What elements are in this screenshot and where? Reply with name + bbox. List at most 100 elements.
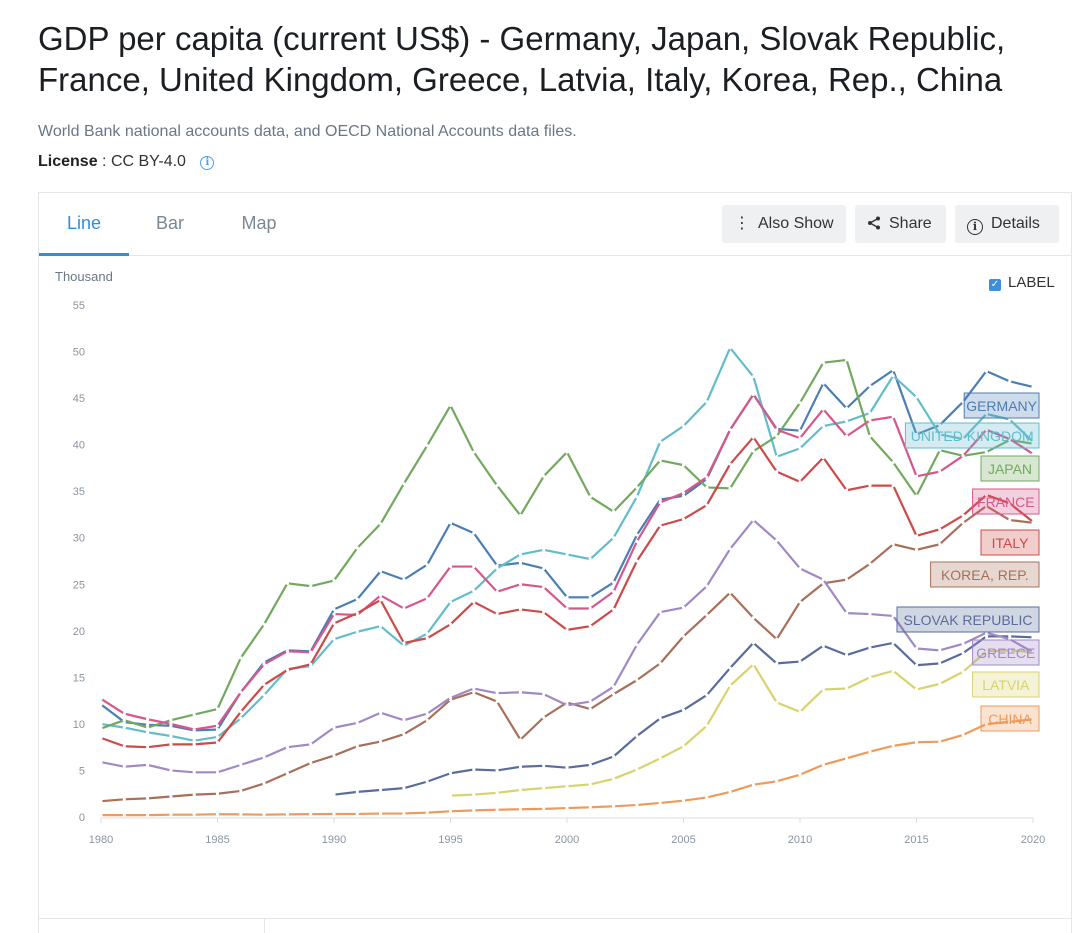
data-point[interactable] [542, 610, 546, 614]
data-point[interactable] [518, 765, 522, 769]
data-point[interactable] [332, 812, 336, 816]
data-point[interactable] [146, 723, 150, 727]
data-point[interactable] [612, 580, 616, 585]
data-point[interactable] [239, 690, 243, 694]
data-point[interactable] [914, 395, 919, 399]
data-point[interactable] [588, 699, 592, 704]
data-point[interactable] [728, 547, 732, 551]
data-point[interactable] [332, 612, 336, 616]
tab-line[interactable]: Line [39, 193, 129, 256]
data-point[interactable] [99, 726, 103, 731]
data-point[interactable] [146, 726, 150, 730]
data-point[interactable] [146, 717, 150, 721]
data-point[interactable] [705, 584, 709, 588]
data-point[interactable] [845, 358, 849, 362]
data-point[interactable] [146, 813, 150, 817]
data-point[interactable] [868, 483, 872, 488]
data-point[interactable] [309, 812, 313, 816]
data-point[interactable] [728, 666, 732, 670]
data-point[interactable] [565, 703, 569, 707]
data-point[interactable] [635, 539, 639, 544]
data-point[interactable] [448, 809, 453, 813]
data-point[interactable] [1031, 635, 1035, 639]
data-point[interactable] [495, 590, 499, 594]
data-point[interactable] [588, 606, 592, 611]
data-point[interactable] [588, 707, 592, 711]
data-point[interactable] [402, 732, 406, 736]
data-point[interactable] [681, 424, 686, 428]
data-point[interactable] [542, 807, 546, 811]
series-line[interactable] [100, 504, 1034, 803]
data-point[interactable] [285, 668, 289, 672]
data-point[interactable] [448, 771, 453, 775]
data-point[interactable] [402, 606, 406, 611]
data-point[interactable] [961, 642, 965, 646]
data-point[interactable] [775, 637, 779, 641]
data-point[interactable] [99, 799, 103, 803]
data-point[interactable] [355, 812, 359, 816]
data-point[interactable] [751, 662, 756, 666]
data-point[interactable] [751, 449, 756, 453]
details-button[interactable]: i Details [955, 205, 1059, 243]
data-point[interactable] [891, 542, 895, 546]
data-point[interactable] [658, 440, 662, 444]
data-point[interactable] [122, 765, 126, 769]
label-checkbox[interactable]: ✓ [989, 279, 1001, 291]
data-point[interactable] [751, 375, 756, 379]
data-point[interactable] [192, 793, 196, 797]
data-point[interactable] [565, 450, 569, 454]
data-point[interactable] [495, 566, 499, 571]
data-point[interactable] [402, 786, 406, 790]
data-point[interactable] [495, 768, 499, 773]
data-point[interactable] [542, 548, 546, 552]
data-point[interactable] [845, 611, 849, 615]
data-point[interactable] [821, 407, 825, 411]
data-point[interactable] [262, 813, 266, 817]
data-point[interactable] [425, 596, 429, 600]
data-point[interactable] [798, 659, 802, 664]
data-point[interactable] [821, 361, 825, 365]
data-point[interactable] [122, 712, 126, 716]
data-point[interactable] [612, 692, 616, 696]
data-point[interactable] [309, 662, 313, 666]
data-point[interactable] [565, 606, 569, 611]
data-point[interactable] [914, 548, 919, 552]
data-point[interactable] [542, 764, 546, 768]
data-point[interactable] [845, 434, 849, 438]
data-point[interactable] [472, 564, 476, 569]
data-point[interactable] [448, 403, 453, 408]
data-point[interactable] [472, 600, 476, 604]
data-point[interactable] [169, 718, 173, 722]
data-point[interactable] [705, 693, 709, 697]
data-point[interactable] [495, 612, 499, 616]
data-point[interactable] [1008, 437, 1012, 441]
data-point[interactable] [938, 740, 942, 744]
data-point[interactable] [122, 744, 126, 748]
data-point[interactable] [658, 801, 662, 805]
data-point[interactable] [798, 480, 802, 484]
data-point[interactable] [635, 643, 639, 647]
data-point[interactable] [192, 739, 196, 743]
data-point[interactable] [612, 754, 616, 759]
data-point[interactable] [542, 692, 546, 696]
data-point[interactable] [379, 593, 383, 598]
data-point[interactable] [262, 755, 266, 760]
data-point[interactable] [635, 678, 639, 682]
data-point[interactable] [355, 790, 359, 794]
data-point[interactable] [355, 611, 359, 615]
data-point[interactable] [192, 727, 196, 732]
data-point[interactable] [845, 578, 849, 582]
data-point[interactable] [1031, 385, 1035, 389]
data-point[interactable] [1008, 648, 1012, 652]
data-point[interactable] [798, 566, 802, 571]
data-point[interactable] [379, 569, 383, 573]
data-point[interactable] [891, 415, 895, 419]
data-point[interactable] [239, 716, 243, 720]
data-point[interactable] [495, 564, 499, 568]
data-point[interactable] [868, 384, 872, 388]
series-line[interactable] [100, 393, 1034, 731]
data-point[interactable] [425, 632, 429, 636]
data-point[interactable] [1008, 417, 1012, 422]
data-point[interactable] [938, 648, 942, 652]
data-point[interactable] [775, 434, 779, 438]
